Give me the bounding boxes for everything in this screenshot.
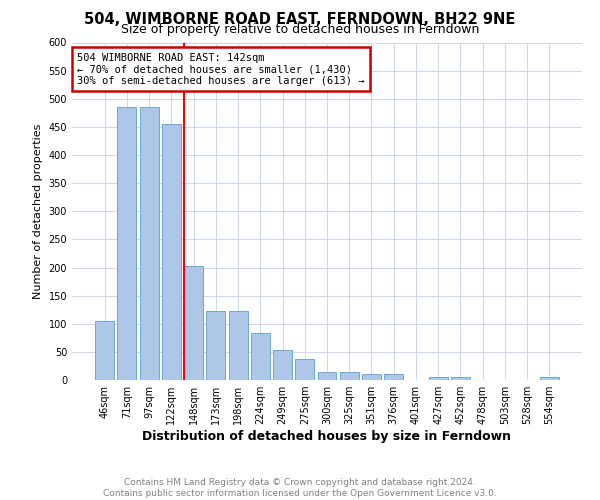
X-axis label: Distribution of detached houses by size in Ferndown: Distribution of detached houses by size … <box>143 430 511 443</box>
Text: Contains HM Land Registry data © Crown copyright and database right 2024.
Contai: Contains HM Land Registry data © Crown c… <box>103 478 497 498</box>
Bar <box>118 107 136 380</box>
Bar <box>317 372 337 380</box>
Bar <box>184 266 203 380</box>
Bar <box>273 350 292 380</box>
Bar <box>340 372 359 380</box>
Bar <box>251 333 270 380</box>
Bar <box>295 358 314 380</box>
Bar <box>95 321 114 380</box>
Bar <box>429 377 448 380</box>
Text: Size of property relative to detached houses in Ferndown: Size of property relative to detached ho… <box>121 22 479 36</box>
Bar <box>206 312 225 380</box>
Y-axis label: Number of detached properties: Number of detached properties <box>33 124 43 299</box>
Bar <box>229 312 248 380</box>
Bar <box>540 376 559 380</box>
Text: 504 WIMBORNE ROAD EAST: 142sqm
← 70% of detached houses are smaller (1,430)
30% : 504 WIMBORNE ROAD EAST: 142sqm ← 70% of … <box>77 52 365 86</box>
Bar <box>140 107 158 380</box>
Text: 504, WIMBORNE ROAD EAST, FERNDOWN, BH22 9NE: 504, WIMBORNE ROAD EAST, FERNDOWN, BH22 … <box>85 12 515 28</box>
Bar <box>162 124 181 380</box>
Bar <box>384 374 403 380</box>
Bar <box>362 374 381 380</box>
Bar <box>451 377 470 380</box>
